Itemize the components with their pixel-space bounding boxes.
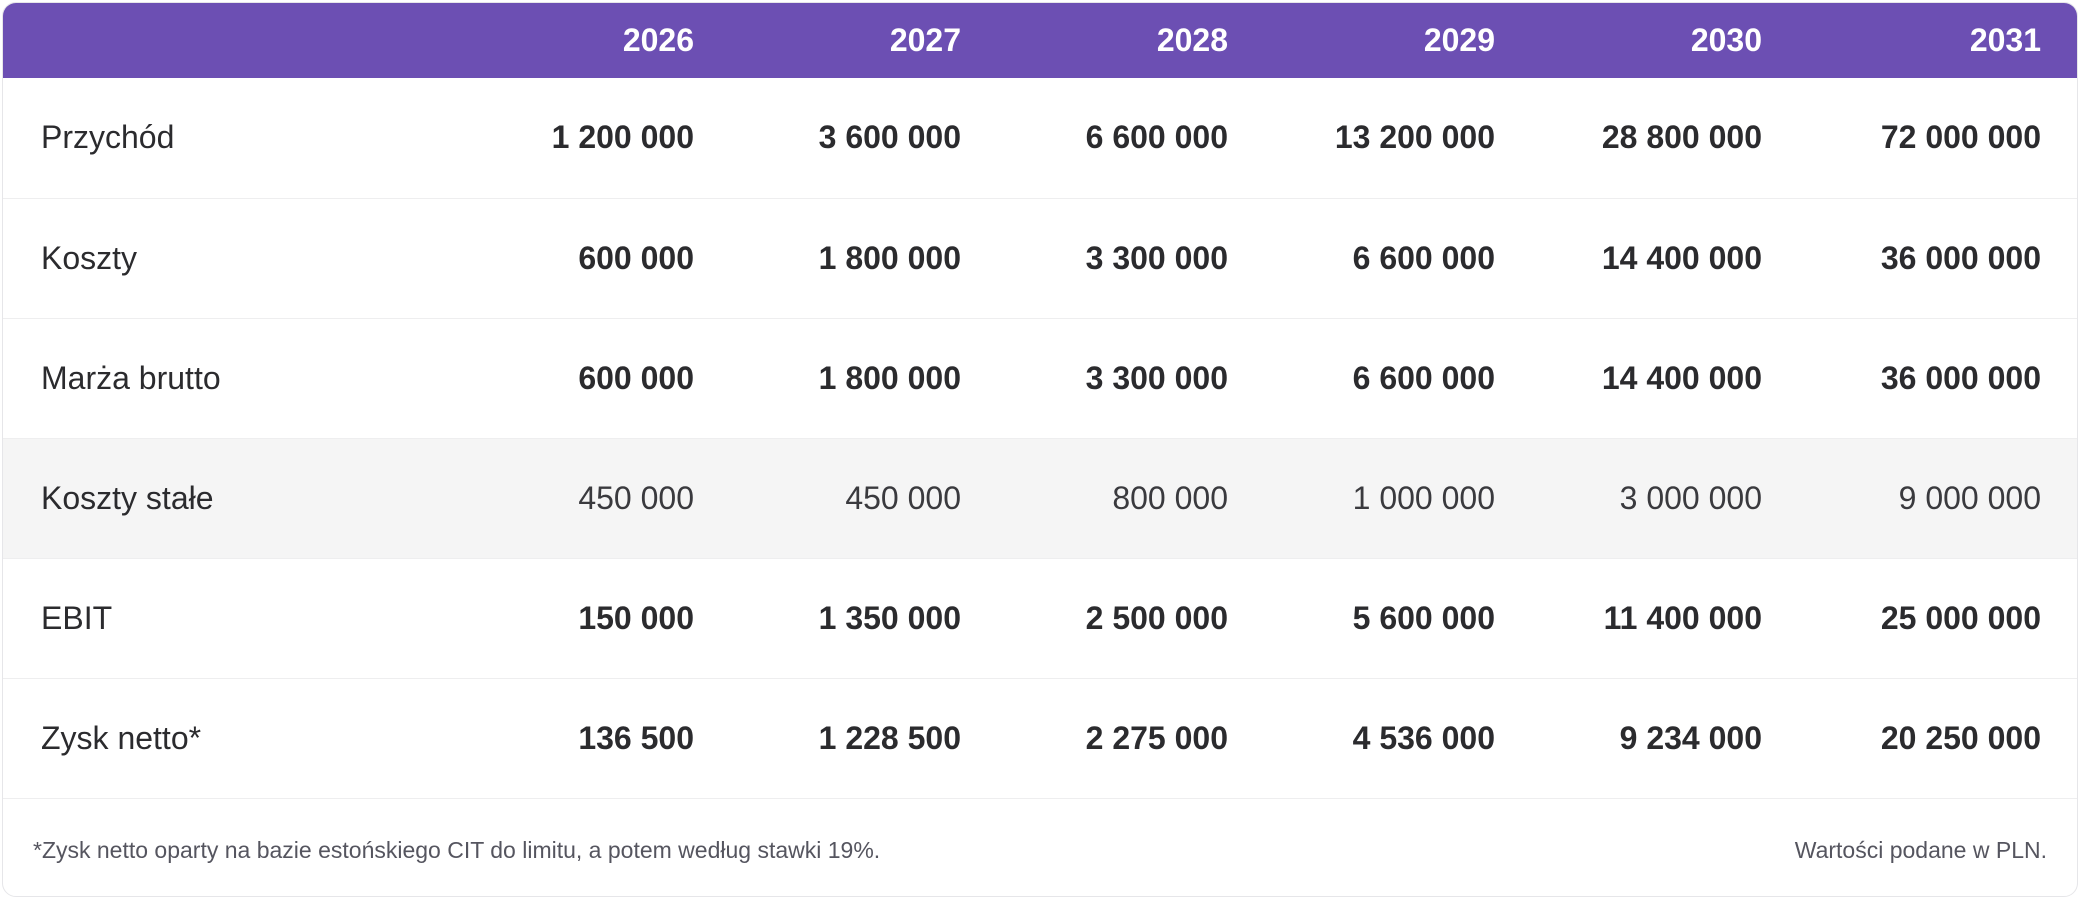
- row-label: Koszty: [41, 239, 138, 276]
- value-cell: 5 600 000: [1352, 599, 1495, 636]
- value-cell: 9 000 000: [1898, 479, 2041, 516]
- value-cell: 150 000: [578, 599, 694, 636]
- currency-note: Wartości podane w PLN.: [1794, 837, 2047, 863]
- value-cell: 6 600 000: [1352, 239, 1495, 276]
- table-row: Koszty stałe 450 000 450 000 800 000 1 000 0…: [3, 438, 2077, 558]
- value-cell: 4 536 000: [1352, 719, 1495, 756]
- value-cell: 9 234 000: [1619, 719, 1762, 756]
- value-cell: 14 400 000: [1601, 239, 1762, 276]
- value-cell: 450 000: [578, 479, 694, 516]
- value-cell: 3 300 000: [1085, 239, 1228, 276]
- header-cell-year: 2026: [622, 22, 694, 58]
- value-cell: 2 275 000: [1085, 719, 1228, 756]
- value-cell: 3 000 000: [1619, 479, 1762, 516]
- value-cell: 25 000 000: [1880, 599, 2041, 636]
- value-cell: 600 000: [578, 359, 694, 396]
- value-cell: 28 800 000: [1601, 119, 1762, 156]
- value-cell: 800 000: [1112, 479, 1228, 516]
- table-row: Marża brutto 600 000 1 800 000 3 300 000 6 6…: [3, 318, 2077, 438]
- table-row: Koszty 600 000 1 800 000 3 300 000 6 600 000…: [3, 198, 2077, 318]
- row-label: Przychód: [41, 119, 175, 156]
- value-cell: 20 250 000: [1880, 719, 2041, 756]
- header-cell-year: 2031: [1969, 22, 2041, 58]
- table-body: Przychód 1 200 000 3 600 000 6 600 000 13 20…: [3, 78, 2077, 798]
- value-cell: 1 200 000: [551, 119, 694, 156]
- value-cell: 600 000: [578, 239, 694, 276]
- value-cell: 2 500 000: [1085, 599, 1228, 636]
- value-cell: 1 800 000: [818, 239, 961, 276]
- value-cell: 3 300 000: [1085, 359, 1228, 396]
- table-header: 2026 2027 2028 2029 2030 2031: [3, 3, 2077, 78]
- table-row: Przychód 1 200 000 3 600 000 6 600 000 13 20…: [3, 78, 2077, 198]
- header-cell-year: 2028: [1156, 22, 1228, 58]
- value-cell: 1 000 000: [1352, 479, 1495, 516]
- value-cell: 1 800 000: [818, 359, 961, 396]
- row-label: Marża brutto: [41, 359, 221, 396]
- table-row: Zysk netto* 136 500 1 228 500 2 275 000 4 53…: [3, 678, 2077, 798]
- table-footer: *Zysk netto oparty na bazie estońskiego …: [3, 803, 2077, 896]
- header-cell-year: 2027: [889, 22, 961, 58]
- value-cell: 36 000 000: [1880, 359, 2041, 396]
- value-cell: 1 350 000: [818, 599, 961, 636]
- row-label: EBIT: [41, 599, 113, 636]
- value-cell: 1 228 500: [818, 719, 961, 756]
- footnote: *Zysk netto oparty na bazie estońskiego …: [33, 837, 881, 863]
- table-row: EBIT 150 000 1 350 000 2 500 000 5 600 000 11…: [3, 558, 2077, 678]
- header-cell-label: [3, 3, 463, 78]
- value-cell: 11 400 000: [1603, 599, 1762, 636]
- header-cell-year: 2029: [1423, 22, 1495, 58]
- value-cell: 6 600 000: [1085, 119, 1228, 156]
- value-cell: 450 000: [845, 479, 961, 516]
- row-label: Zysk netto*: [41, 719, 202, 756]
- value-cell: 3 600 000: [818, 119, 961, 156]
- value-cell: 136 500: [578, 719, 694, 756]
- financial-forecast-table: 2026 2027 2028 2029 2030 2031 Przychód 1 …: [3, 3, 2077, 799]
- header-cell-year: 2030: [1690, 22, 1762, 58]
- value-cell: 72 000 000: [1880, 119, 2041, 156]
- header-row: 2026 2027 2028 2029 2030 2031: [3, 3, 2077, 78]
- row-label: Koszty stałe: [41, 479, 214, 516]
- value-cell: 13 200 000: [1334, 119, 1495, 156]
- value-cell: 36 000 000: [1880, 239, 2041, 276]
- value-cell: 6 600 000: [1352, 359, 1495, 396]
- value-cell: 14 400 000: [1601, 359, 1762, 396]
